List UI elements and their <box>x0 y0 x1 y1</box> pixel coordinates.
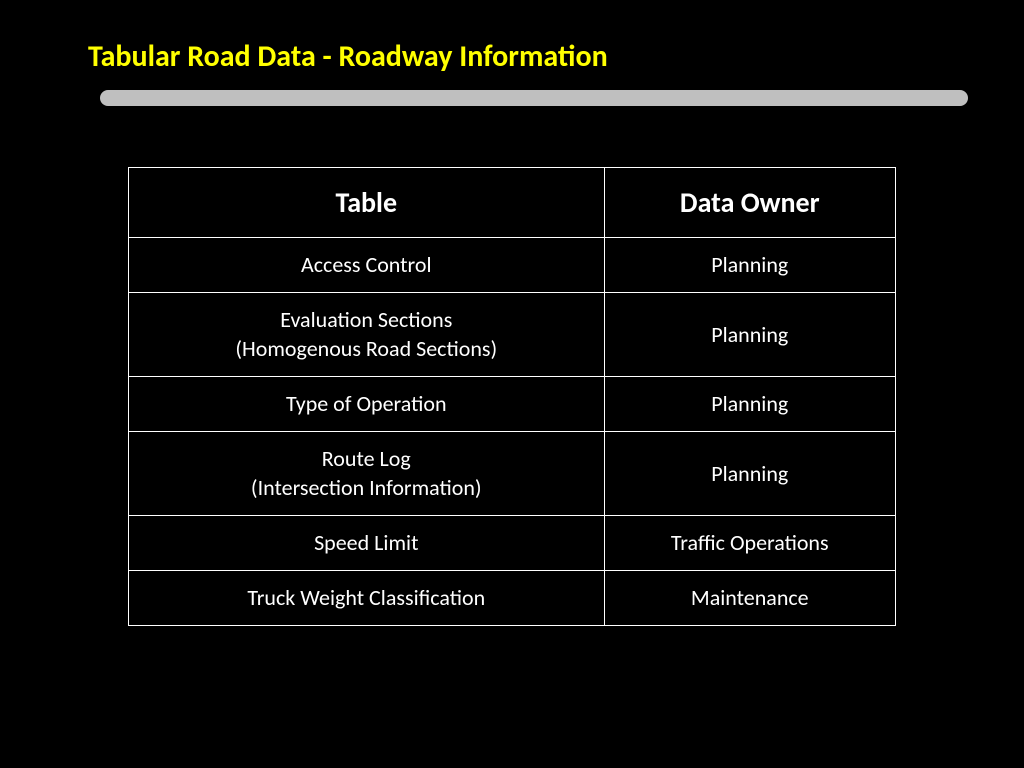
cell-table: Speed Limit <box>129 516 605 571</box>
slide: Tabular Road Data - Roadway Information … <box>0 0 1024 768</box>
cell-table: Evaluation Sections(Homogenous Road Sect… <box>129 292 605 376</box>
cell-table: Type of Operation <box>129 377 605 432</box>
table-row: Route Log(Intersection Information)Plann… <box>129 431 896 515</box>
cell-table: Truck Weight Classification <box>129 570 605 625</box>
cell-table: Access Control <box>129 238 605 293</box>
cell-owner: Planning <box>604 238 895 293</box>
title-divider <box>100 90 968 106</box>
cell-owner: Traffic Operations <box>604 516 895 571</box>
table-row: Access ControlPlanning <box>129 238 896 293</box>
page-title: Tabular Road Data - Roadway Information <box>88 38 608 75</box>
table-row: Evaluation Sections(Homogenous Road Sect… <box>129 292 896 376</box>
cell-table: Route Log(Intersection Information) <box>129 431 605 515</box>
table-header-row: Table Data Owner <box>129 168 896 238</box>
table-row: Truck Weight ClassificationMaintenance <box>129 570 896 625</box>
roadway-info-table: Table Data Owner Access ControlPlanningE… <box>128 167 896 626</box>
cell-owner: Planning <box>604 292 895 376</box>
cell-owner: Maintenance <box>604 570 895 625</box>
column-header-table: Table <box>129 168 605 238</box>
table-body: Access ControlPlanningEvaluation Section… <box>129 238 896 626</box>
table-row: Type of OperationPlanning <box>129 377 896 432</box>
cell-owner: Planning <box>604 377 895 432</box>
cell-owner: Planning <box>604 431 895 515</box>
table-row: Speed LimitTraffic Operations <box>129 516 896 571</box>
column-header-owner: Data Owner <box>604 168 895 238</box>
